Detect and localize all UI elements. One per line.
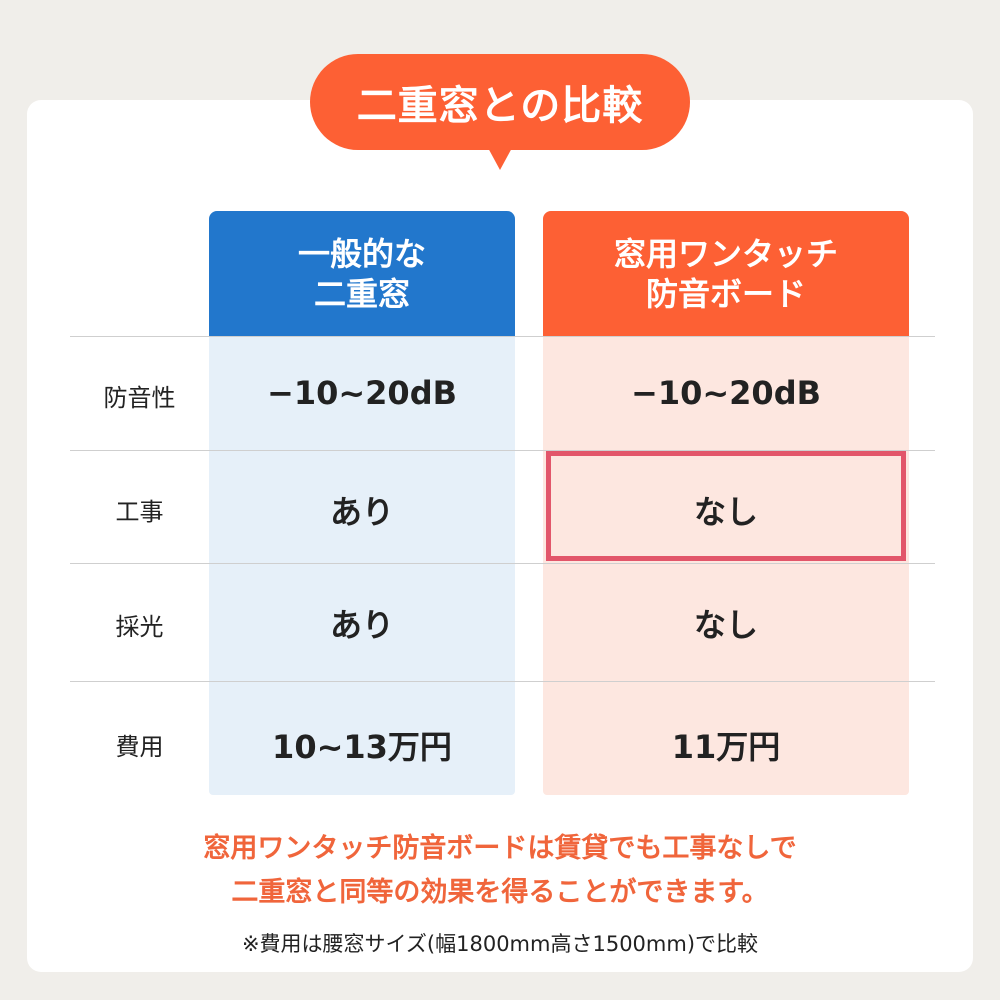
- header-line: 一般的な: [297, 234, 426, 273]
- column-header-general: 一般的な 二重窓: [209, 211, 515, 336]
- cell-board-cost: 11万円: [671, 728, 781, 766]
- row-label-cost: 費用: [115, 733, 164, 761]
- cell-general-lighting: あり: [329, 606, 394, 644]
- cost-note: ※費用は腰窓サイズ(幅1800mm高さ1500mm)で比較: [241, 932, 759, 956]
- cell-general-cost: 10~13万円: [272, 728, 452, 766]
- divider: [70, 450, 935, 451]
- column-soundproof-board: 窓用ワンタッチ 防音ボード: [543, 211, 909, 795]
- cell-general-soundproofing: −10~20dB: [267, 374, 457, 412]
- header-line: 防音ボード: [645, 274, 806, 313]
- highlight-box: [546, 451, 906, 561]
- cell-board-construction: なし: [693, 493, 758, 531]
- divider: [70, 563, 935, 564]
- divider: [70, 336, 935, 337]
- message-line-1: 窓用ワンタッチ防音ボードは賃貸でも工事なしで: [203, 833, 797, 864]
- column-header-board: 窓用ワンタッチ 防音ボード: [543, 211, 909, 336]
- header-line: 二重窓: [313, 274, 410, 313]
- column-general-double-window: 一般的な 二重窓: [209, 211, 515, 795]
- cell-general-construction: あり: [329, 493, 394, 531]
- divider: [70, 681, 935, 682]
- row-label-construction: 工事: [115, 498, 164, 526]
- row-label-soundproofing: 防音性: [103, 384, 176, 412]
- row-label-lighting: 採光: [115, 613, 164, 641]
- cell-board-lighting: なし: [693, 606, 758, 644]
- message-line-2: 二重窓と同等の効果を得ることができます。: [231, 877, 769, 908]
- header-line: 窓用ワンタッチ: [613, 234, 838, 273]
- cell-board-soundproofing: −10~20dB: [631, 374, 821, 412]
- title-bubble: 二重窓との比較: [310, 54, 690, 150]
- title-bubble-tail: [487, 146, 513, 170]
